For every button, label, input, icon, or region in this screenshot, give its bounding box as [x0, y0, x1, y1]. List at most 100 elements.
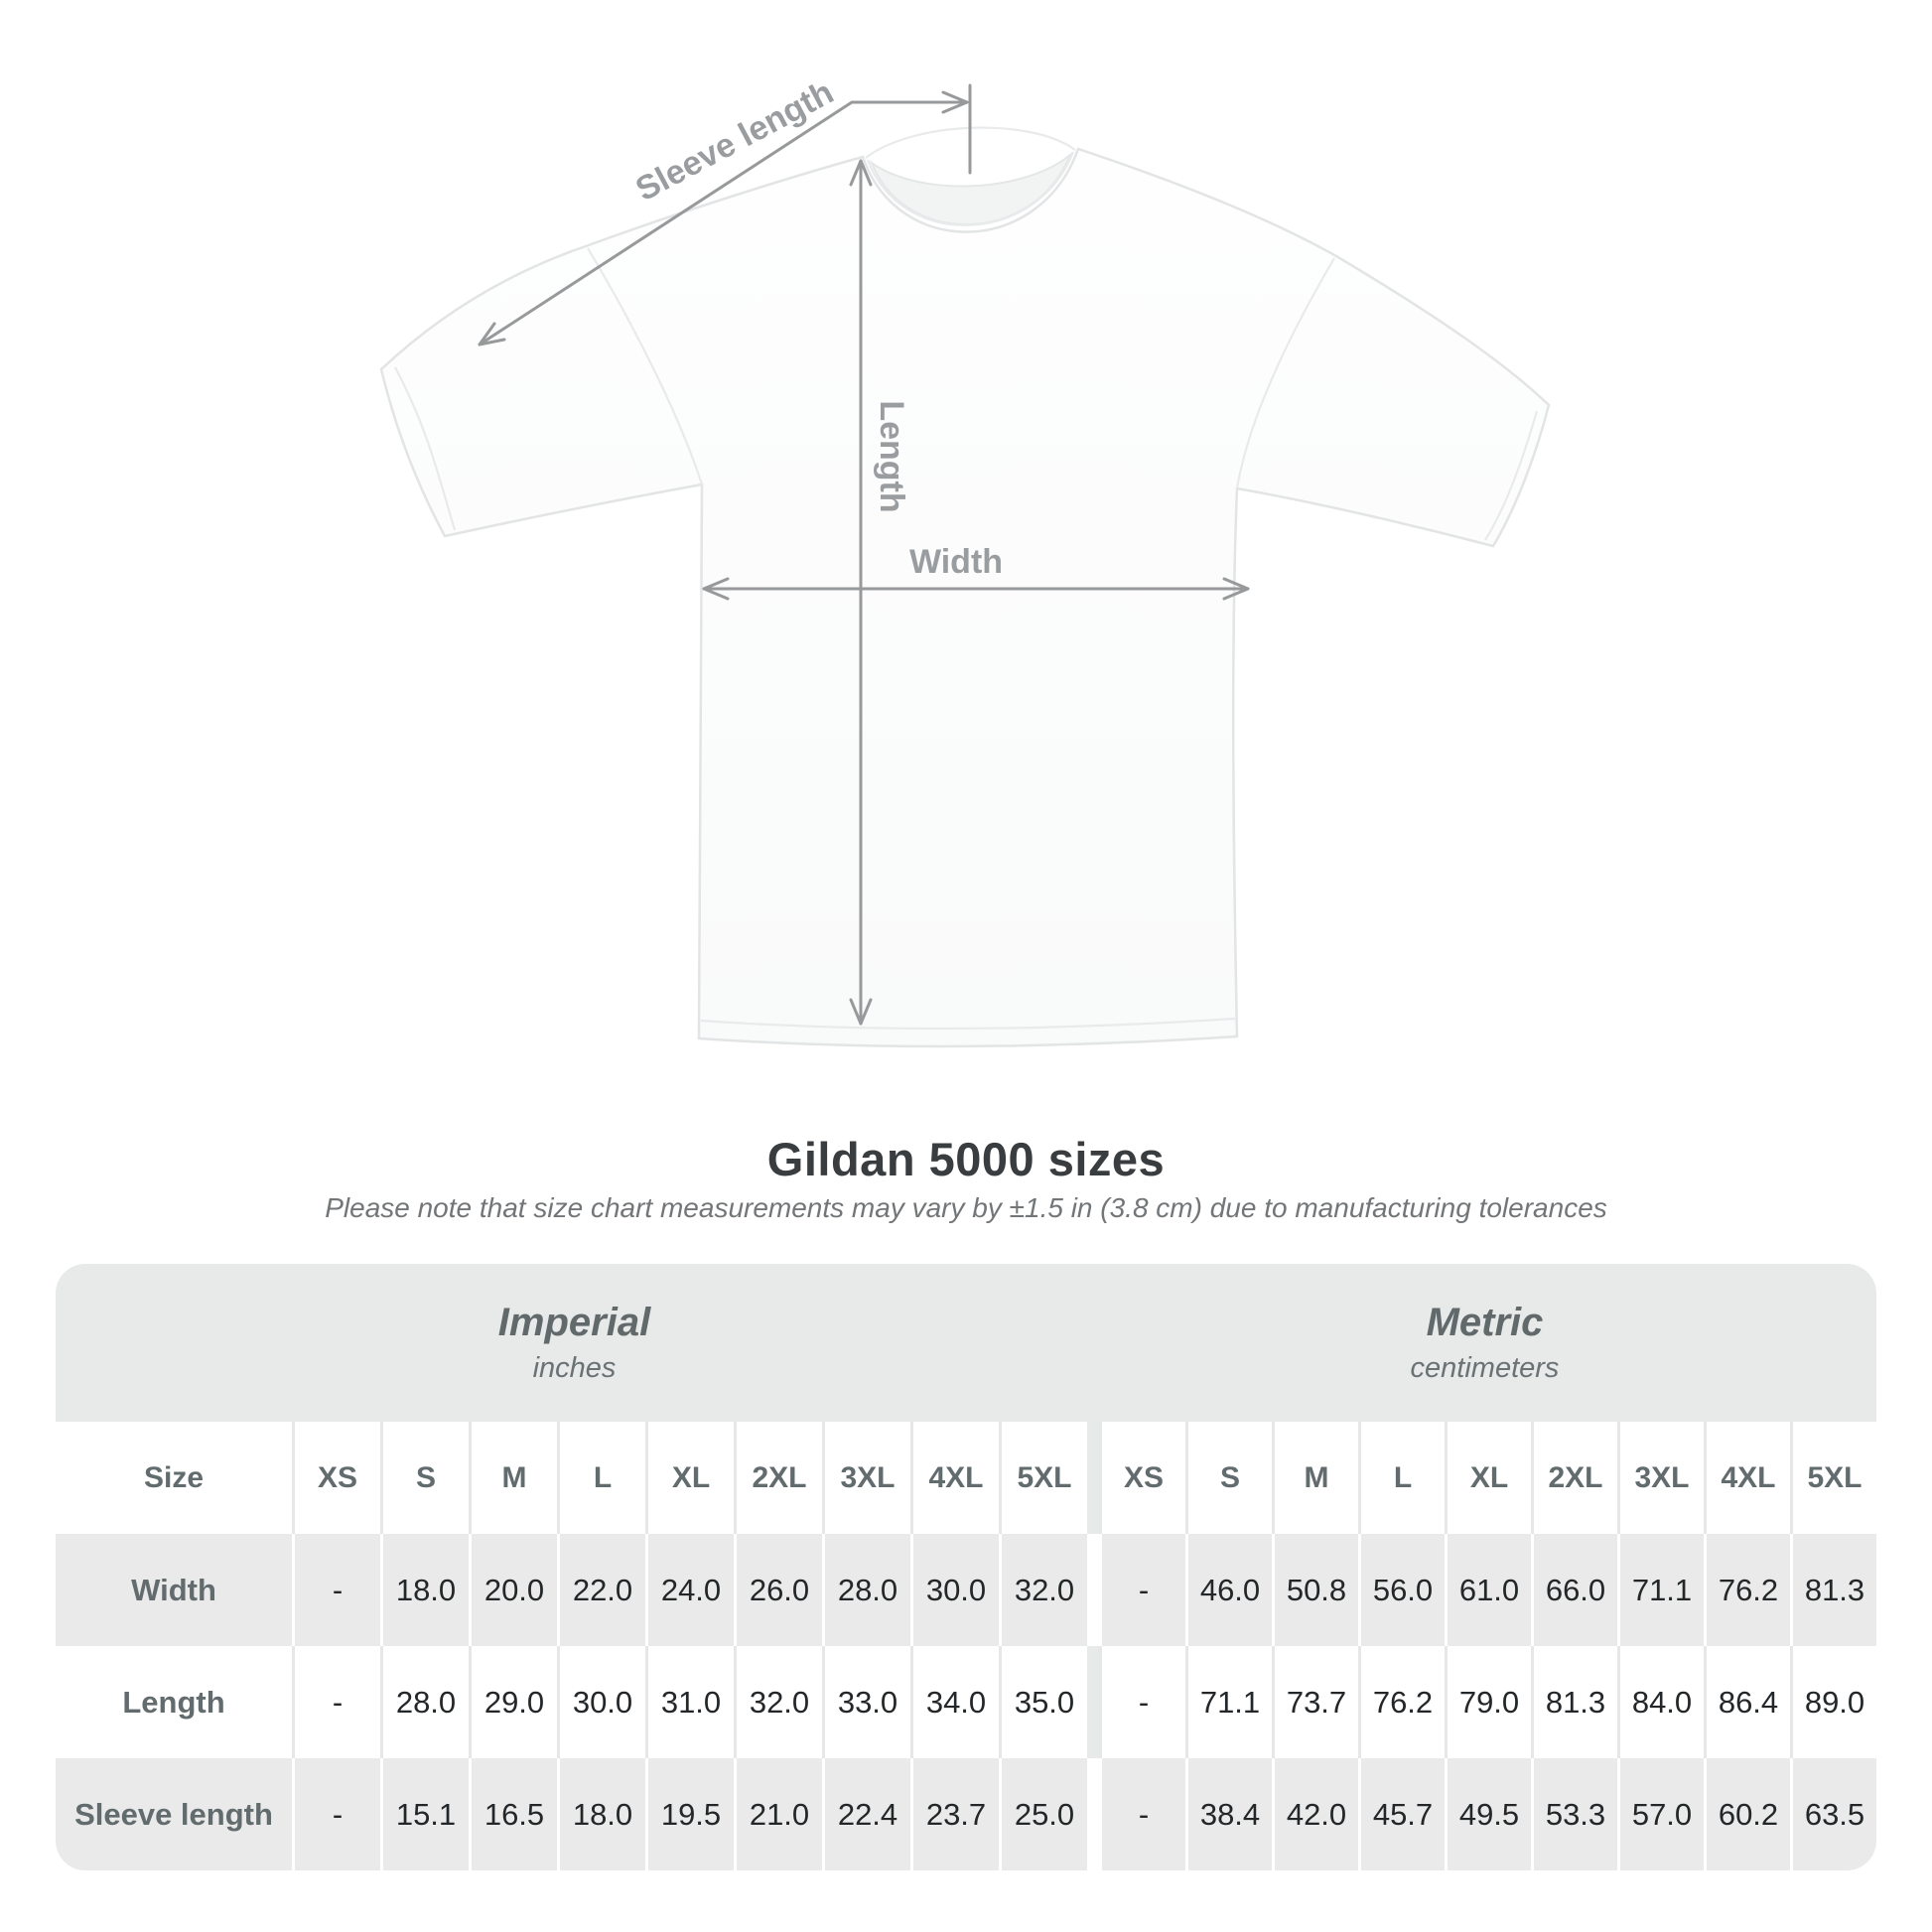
- value-cell: 89.0: [1790, 1646, 1876, 1758]
- value-cell: 76.2: [1704, 1534, 1790, 1646]
- value-cell: 81.3: [1531, 1646, 1617, 1758]
- table-row: Width -18.0 20.0 22.0 24.0 26.0 28.0 30.0 32.0-4…: [56, 1534, 1876, 1646]
- value-cell: 22.4: [822, 1758, 910, 1870]
- col-header: XS: [292, 1422, 380, 1534]
- value-cell: 22.0: [557, 1534, 645, 1646]
- value-cell: 24.0: [645, 1534, 734, 1646]
- col-header: L: [557, 1422, 645, 1534]
- value-cell: 21.0: [734, 1758, 822, 1870]
- row-label: Length: [122, 1684, 225, 1720]
- value-cell: 26.0: [734, 1534, 822, 1646]
- size-table-body: Size XS S M L XL 2XL 3XL 4XL 5XL XS S M L XL 2XL 3XL 4XL 5…: [56, 1422, 1876, 1870]
- value-cell: 76.2: [1358, 1646, 1445, 1758]
- value-cell: 84.0: [1617, 1646, 1704, 1758]
- value-cell: 19.5: [645, 1758, 734, 1870]
- col-header: M: [1272, 1422, 1358, 1534]
- col-header: 4XL: [1704, 1422, 1790, 1534]
- value-cell: 56.0: [1358, 1534, 1445, 1646]
- value-cell: 16.5: [469, 1758, 557, 1870]
- collar: [869, 151, 1073, 225]
- value-cell: 18.0: [557, 1758, 645, 1870]
- value-cell: -: [1099, 1534, 1185, 1646]
- value-cell: 71.1: [1617, 1534, 1704, 1646]
- table-header-row: Size XS S M L XL 2XL 3XL 4XL 5XL XS S M L XL 2XL 3XL 4XL 5…: [56, 1422, 1876, 1534]
- imperial-units: inches: [532, 1352, 617, 1384]
- value-cell: 71.1: [1185, 1646, 1272, 1758]
- value-cell: 28.0: [380, 1646, 469, 1758]
- section-divider: [1087, 1758, 1099, 1870]
- page-subtitle: Please note that size chart measurements…: [325, 1192, 1607, 1223]
- value-cell: 49.5: [1445, 1758, 1531, 1870]
- length-arrow: Length: [849, 159, 910, 1026]
- value-cell: -: [292, 1758, 380, 1870]
- metric-section-header: Metric centimeters: [1093, 1264, 1876, 1422]
- value-cell: 79.0: [1445, 1646, 1531, 1758]
- value-cell: 63.5: [1790, 1758, 1876, 1870]
- value-cell: 35.0: [999, 1646, 1087, 1758]
- value-cell: 29.0: [469, 1646, 557, 1758]
- unit-section-header: Imperial inches Metric centimeters: [56, 1264, 1876, 1422]
- value-cell: 20.0: [469, 1534, 557, 1646]
- table-row: Length -28.0 29.0 30.0 31.0 32.0 33.0 34.0 35.0-…: [56, 1646, 1876, 1758]
- value-cell: 38.4: [1185, 1758, 1272, 1870]
- metric-label: Metric: [1426, 1301, 1544, 1344]
- value-cell: 57.0: [1617, 1758, 1704, 1870]
- value-cell: 28.0: [822, 1534, 910, 1646]
- value-cell: -: [1099, 1646, 1185, 1758]
- value-cell: 30.0: [910, 1534, 999, 1646]
- row-label: Width: [131, 1572, 216, 1607]
- value-cell: 30.0: [557, 1646, 645, 1758]
- section-divider: [1087, 1534, 1099, 1646]
- table-row: Sleeve length -15.1 16.5 18.0 19.5 21.0 22.4 23…: [56, 1758, 1876, 1870]
- size-table: Imperial inches Metric centimeters Size X…: [56, 1264, 1876, 1870]
- value-cell: 86.4: [1704, 1646, 1790, 1758]
- col-header: M: [469, 1422, 557, 1534]
- value-cell: 34.0: [910, 1646, 999, 1758]
- value-cell: -: [1099, 1758, 1185, 1870]
- col-header: S: [1185, 1422, 1272, 1534]
- value-cell: 73.7: [1272, 1646, 1358, 1758]
- col-header: XL: [1445, 1422, 1531, 1534]
- value-cell: -: [292, 1646, 380, 1758]
- value-cell: 32.0: [734, 1646, 822, 1758]
- value-cell: 66.0: [1531, 1534, 1617, 1646]
- value-cell: 31.0: [645, 1646, 734, 1758]
- row-label: Sleeve length: [74, 1796, 273, 1832]
- imperial-section-header: Imperial inches: [56, 1264, 1093, 1422]
- value-cell: 42.0: [1272, 1758, 1358, 1870]
- col-header: XS: [1099, 1422, 1185, 1534]
- col-header: XL: [645, 1422, 734, 1534]
- value-cell: 23.7: [910, 1758, 999, 1870]
- value-cell: 53.3: [1531, 1758, 1617, 1870]
- metric-units: centimeters: [1410, 1352, 1560, 1384]
- value-cell: 46.0: [1185, 1534, 1272, 1646]
- col-header: L: [1358, 1422, 1445, 1534]
- imperial-label: Imperial: [497, 1301, 651, 1344]
- value-cell: 81.3: [1790, 1534, 1876, 1646]
- value-cell: 32.0: [999, 1534, 1087, 1646]
- width-arrow: Width: [702, 543, 1250, 601]
- value-cell: 25.0: [999, 1758, 1087, 1870]
- length-label: Length: [873, 400, 910, 512]
- col-header: 2XL: [1531, 1422, 1617, 1534]
- section-divider: [1087, 1422, 1099, 1534]
- value-cell: 45.7: [1358, 1758, 1445, 1870]
- value-cell: 18.0: [380, 1534, 469, 1646]
- col-header: 5XL: [1790, 1422, 1876, 1534]
- tshirt-graphic: [379, 126, 1551, 1048]
- col-header: 5XL: [999, 1422, 1087, 1534]
- value-cell: 15.1: [380, 1758, 469, 1870]
- width-label: Width: [909, 543, 1003, 581]
- section-divider: [1087, 1646, 1099, 1758]
- col-header: 3XL: [822, 1422, 910, 1534]
- col-header: 3XL: [1617, 1422, 1704, 1534]
- value-cell: 60.2: [1704, 1758, 1790, 1870]
- tshirt-diagram: Sleeve length Length Width: [379, 73, 1551, 1048]
- col-header: 4XL: [910, 1422, 999, 1534]
- value-cell: 33.0: [822, 1646, 910, 1758]
- value-cell: 50.8: [1272, 1534, 1358, 1646]
- page-title: Gildan 5000 sizes: [766, 1133, 1166, 1185]
- col-header-size: Size: [143, 1460, 205, 1494]
- value-cell: 61.0: [1445, 1534, 1531, 1646]
